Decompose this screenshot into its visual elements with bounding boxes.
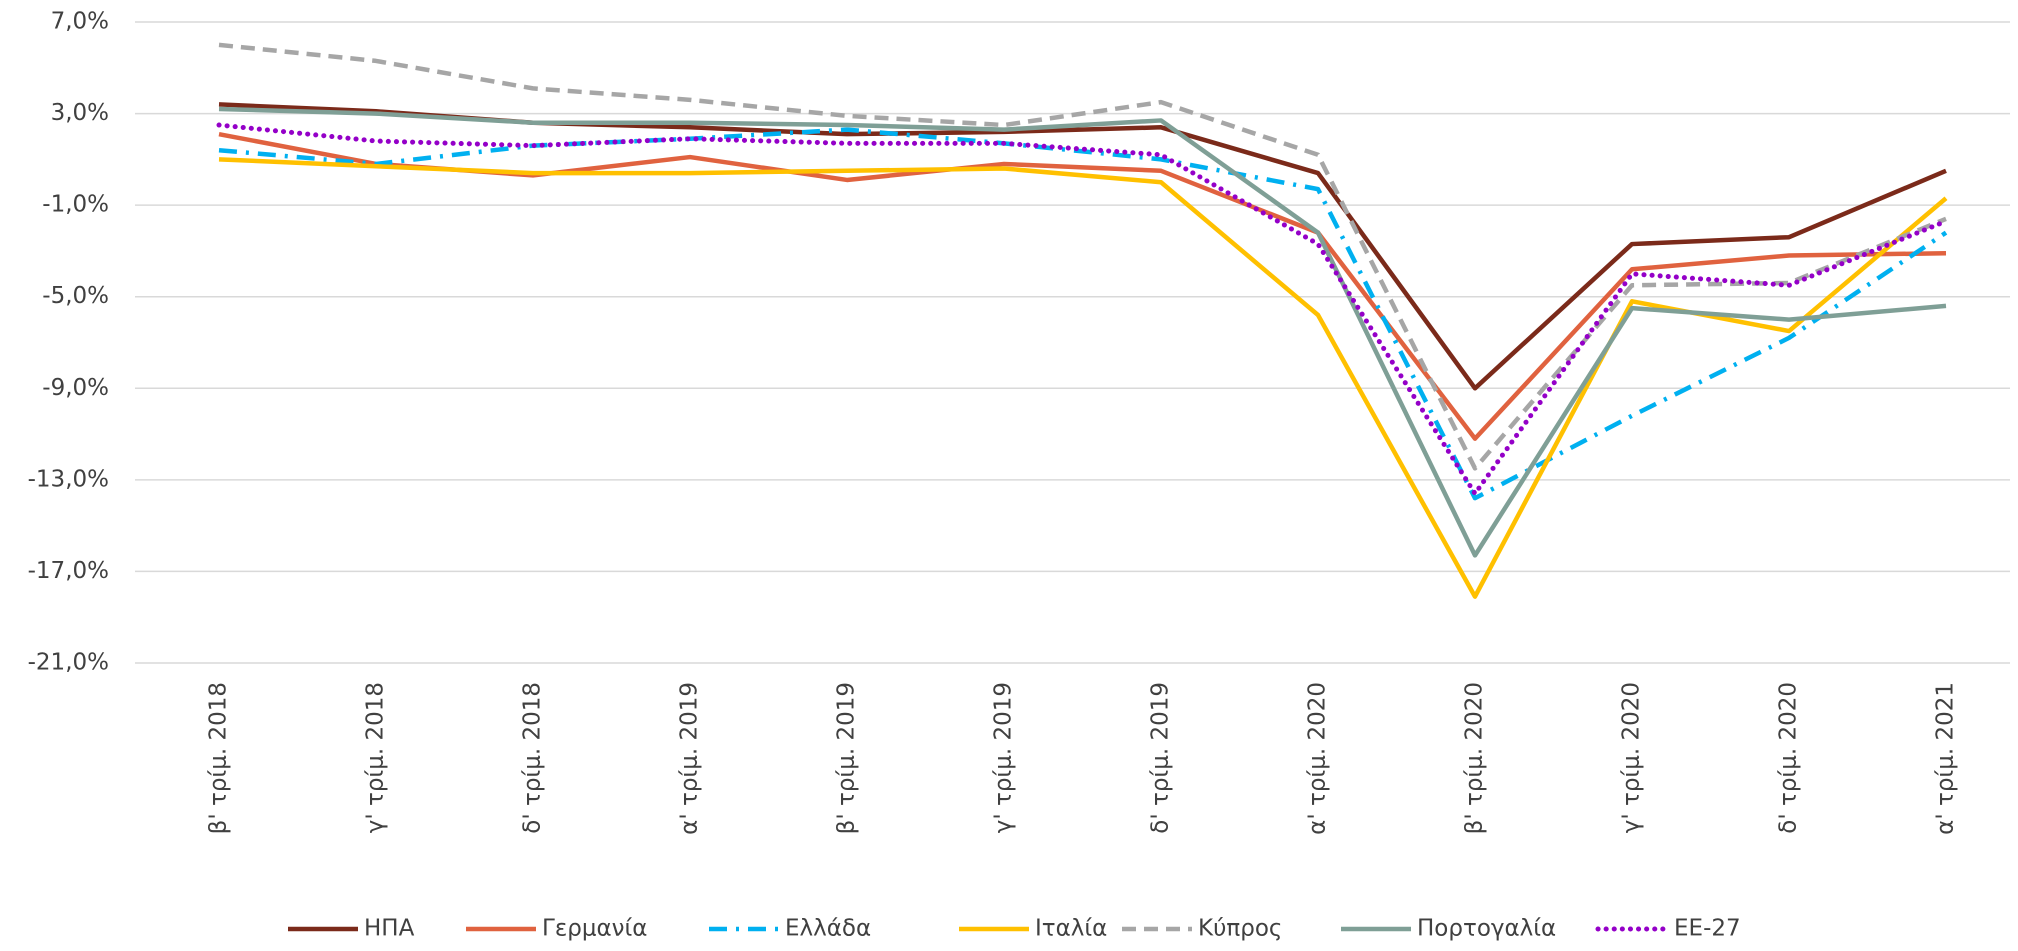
x-tick-label: α' τρίμ. 2019 (677, 682, 703, 835)
series-line (218, 102, 1947, 391)
y-tick-label: -5,0% (42, 283, 109, 309)
x-tick-label: α' τρίμ. 2020 (1305, 682, 1331, 835)
y-tick-label: -13,0% (28, 466, 109, 492)
series-line (218, 127, 1948, 501)
y-tick-label: -21,0% (28, 650, 109, 676)
x-tick-label: δ' τρίμ. 2020 (1776, 682, 1802, 834)
y-tick-label: -9,0% (42, 375, 109, 401)
series-line (218, 106, 1947, 558)
x-tick-label: β' τρίμ. 2020 (1462, 682, 1488, 834)
x-tick-label: β' τρίμ. 2019 (834, 682, 860, 834)
x-tick-label: γ' τρίμ. 2019 (991, 682, 1017, 833)
y-tick-label: 7,0% (51, 9, 109, 35)
legend-label: Ελλάδα (785, 916, 871, 942)
x-tick-label: γ' τρίμ. 2018 (363, 682, 389, 833)
legend-label: ΕΕ-27 (1674, 916, 1741, 942)
x-tick-label: δ' τρίμ. 2018 (520, 682, 546, 834)
x-tick-label: γ' τρίμ. 2020 (1619, 682, 1645, 833)
y-tick-label: 3,0% (51, 100, 109, 126)
legend-label: Κύπρος (1198, 916, 1282, 942)
y-tick-label: -17,0% (28, 558, 109, 584)
y-tick-label: -1,0% (42, 192, 109, 218)
x-tick-label: α' τρίμ. 2021 (1933, 682, 1959, 835)
legend-label: Πορτογαλία (1417, 916, 1556, 942)
series-line (218, 42, 1947, 471)
x-tick-label: β' τρίμ. 2018 (206, 682, 232, 834)
legend-label: Γερμανία (542, 916, 647, 942)
series-line (218, 157, 1948, 599)
legend-label: ΗΠΑ (364, 916, 415, 942)
series-line (216, 122, 1949, 497)
legend-label: Ιταλία (1035, 916, 1107, 942)
x-tick-label: δ' τρίμ. 2019 (1148, 682, 1174, 834)
